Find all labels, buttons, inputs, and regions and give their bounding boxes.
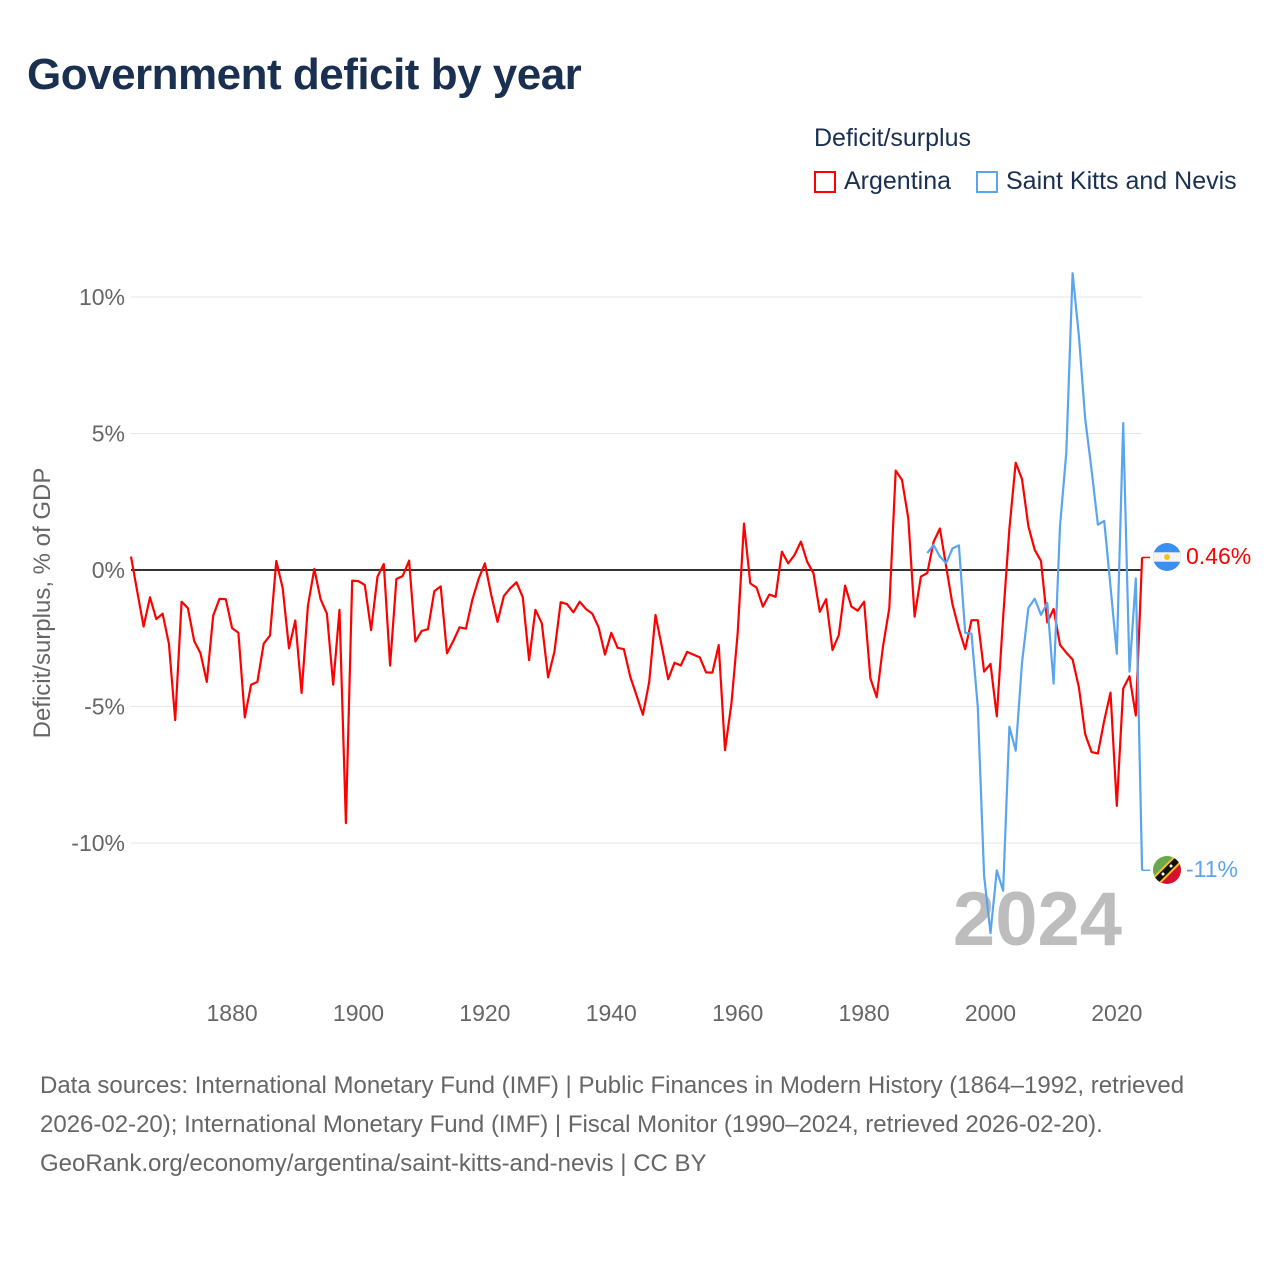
footer: Data sources: International Monetary Fun… (40, 1066, 1240, 1183)
x-tick-label: 2000 (965, 1000, 1016, 1026)
y-tick-label: -5% (84, 694, 125, 720)
legend-swatch-saint-kitts-and-nevis (976, 170, 998, 193)
y-tick-label: 0% (92, 557, 125, 583)
end-labels: 0.46% -11% (1153, 543, 1251, 884)
series-line-saint-kitts-and-nevis[interactable] (926, 272, 1144, 935)
y-axis-ticks: 10% 5% 0% -5% -10% (71, 284, 125, 856)
x-tick-label: 1900 (333, 1000, 384, 1026)
x-tick-label: 2020 (1091, 1000, 1142, 1026)
x-tick-label: 1880 (207, 1000, 258, 1026)
saint-kitts-and-nevis-flag-icon (1153, 856, 1181, 884)
x-tick-label: 1980 (838, 1000, 889, 1026)
chart-title: Government deficit by year (27, 50, 582, 99)
line-chart: 10% 5% 0% -5% -10% 1880 1900 1920 1940 1960 1980 2… (29, 272, 1251, 1026)
current-year-label: 2024 (953, 877, 1122, 962)
x-tick-label: 1940 (586, 1000, 637, 1026)
legend-label-saint-kitts-and-nevis: Saint Kitts and Nevis (1006, 167, 1237, 195)
legend-title: Deficit/surplus (814, 124, 971, 152)
legend-label-argentina: Argentina (844, 167, 952, 195)
series-lines (129, 272, 1151, 935)
saint-kitts-and-nevis-end-value: -11% (1186, 856, 1238, 882)
argentina-flag-icon (1153, 543, 1181, 571)
x-tick-label: 1960 (712, 1000, 763, 1026)
x-axis-ticks: 1880 1900 1920 1940 1960 1980 2000 2020 (207, 1000, 1143, 1026)
y-tick-label: 10% (79, 284, 125, 310)
legend-item-argentina[interactable]: Argentina (814, 167, 951, 196)
x-tick-label: 1920 (459, 1000, 510, 1026)
data-sources: Data sources: International Monetary Fun… (40, 1072, 1185, 1138)
legend-item-saint-kitts-and-nevis[interactable]: Saint Kitts and Nevis (976, 167, 1237, 196)
gridlines (131, 296, 1142, 844)
attribution-link[interactable]: GeoRank.org/economy/argentina/saint-kitt… (40, 1150, 707, 1177)
y-axis-label: Deficit/surplus, % of GDP (29, 468, 56, 739)
y-tick-label: 5% (92, 421, 125, 447)
y-tick-label: -10% (71, 830, 125, 856)
legend-swatch-argentina (814, 170, 836, 193)
series-line-argentina[interactable] (129, 461, 1144, 825)
argentina-end-value: 0.46% (1186, 543, 1251, 569)
